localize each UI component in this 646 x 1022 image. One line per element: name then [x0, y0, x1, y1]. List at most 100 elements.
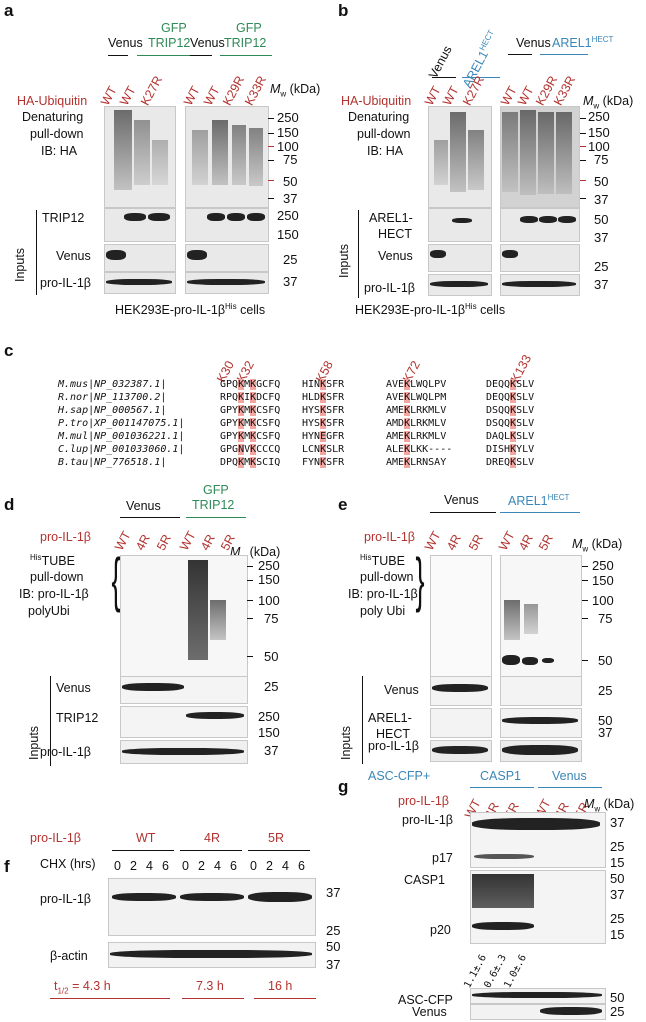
pulldown-label: poly Ubi	[360, 604, 406, 618]
band	[110, 950, 312, 958]
mw-label: 25	[610, 1004, 625, 1019]
mw-tick	[582, 580, 588, 581]
sequence-segment: DSQQKSLV	[486, 405, 534, 416]
venus-header: Venus	[516, 36, 551, 50]
residues: GPY	[220, 405, 239, 416]
residues: ALE	[386, 444, 405, 455]
band	[474, 854, 534, 859]
group-line	[500, 512, 580, 513]
lysine-highlight: K	[404, 418, 411, 429]
lysine-highlight: K	[320, 418, 327, 429]
lane-label: 4R	[516, 532, 536, 553]
mw-label: 50	[594, 174, 609, 189]
mw-label: 100	[592, 593, 614, 608]
residues: LWQLPM	[410, 392, 447, 403]
blot-smear	[468, 130, 484, 190]
panel-label-d: d	[4, 495, 15, 514]
residues: SLV	[516, 418, 535, 429]
band	[207, 213, 225, 221]
mw-label: 50	[594, 212, 609, 227]
pulldown-label: IB: HA	[41, 144, 78, 158]
mw-label: 37	[610, 887, 625, 902]
venus-header: Venus	[426, 43, 455, 81]
mw-tick	[268, 160, 274, 161]
band	[247, 213, 265, 221]
residues: LRKMLV	[410, 405, 447, 416]
group-label: WT	[136, 831, 156, 845]
mw-label: 25	[594, 259, 609, 274]
residues: HIN	[302, 379, 321, 390]
ha-ubiquitin-label: HA-Ubiquitin	[341, 94, 412, 108]
blot-venus	[104, 244, 176, 272]
pulldown-label: polyUbi	[28, 604, 70, 618]
sequence-segment: LCNKSLR	[302, 444, 344, 455]
mw-label: 150	[258, 572, 280, 587]
lysine-highlight: K	[250, 418, 257, 429]
inputs-label: Inputs	[339, 725, 353, 760]
lysine-highlight: K	[238, 392, 245, 403]
chx-time-label: 4	[214, 859, 221, 873]
mw-label: 250	[277, 110, 299, 125]
blot-smear	[152, 140, 168, 185]
blot-smear	[249, 128, 263, 186]
residues: SFR	[326, 418, 345, 429]
lysine-highlight: K	[238, 405, 245, 416]
residues: SLV	[516, 392, 535, 403]
tube-label: HisTUBE	[30, 553, 75, 569]
blot-smear	[504, 600, 520, 640]
band	[520, 216, 538, 223]
band	[502, 250, 518, 258]
residues: GPQ	[220, 379, 239, 390]
species-label: C.lup|NP_001033060.1|	[58, 444, 185, 455]
blot-smear	[524, 604, 538, 634]
panel-label-c: c	[4, 341, 14, 360]
venus-header: Venus	[190, 36, 225, 50]
lysine-highlight: K	[320, 405, 327, 416]
blot-smear	[232, 125, 246, 185]
band	[472, 818, 600, 830]
residues: GFR	[326, 431, 345, 442]
lysine-highlight: K	[404, 444, 411, 455]
venus-row-label: Venus	[384, 683, 419, 697]
band	[472, 992, 602, 998]
lane-label: WT	[177, 528, 199, 553]
inputs-bracket	[362, 676, 363, 764]
blot-smear	[472, 874, 534, 908]
panel-label-a: a	[4, 1, 14, 20]
inputs-bracket	[36, 210, 37, 295]
sequence-segment: AVEKLWQLPM	[386, 392, 447, 403]
residues: LRNSAY	[410, 457, 447, 468]
pulldown-label: Denaturing	[348, 110, 410, 124]
pulldown-label: pull-down	[360, 570, 414, 584]
residues: HLD	[302, 392, 321, 403]
mw-header: Mw (kDa)	[584, 797, 635, 814]
mw-tick	[247, 600, 253, 601]
band	[124, 213, 146, 221]
inputs-bracket	[358, 210, 359, 298]
lysine-highlight: K	[404, 392, 411, 403]
group-line	[470, 787, 534, 788]
mw-header: Mw (kDa)	[583, 94, 634, 111]
residues: AME	[386, 405, 405, 416]
chx-time-label: 0	[182, 859, 189, 873]
group-line	[112, 850, 174, 851]
lane-label: K29R	[220, 73, 248, 108]
band	[542, 658, 554, 663]
group-line	[430, 512, 496, 513]
band	[502, 717, 578, 724]
blot-smear	[434, 140, 448, 185]
mw-label: 50	[264, 649, 279, 664]
blot-arel	[500, 208, 580, 242]
lysine-highlight: K	[250, 444, 257, 455]
residues: YLV	[516, 444, 535, 455]
mw-tick	[247, 566, 253, 567]
proil-label: pro-IL-1β	[364, 530, 415, 544]
residues: DPQ	[220, 457, 239, 468]
venus-row-label: Venus	[56, 249, 91, 263]
mw-label: 37	[326, 885, 341, 900]
pulldown-label: Denaturing	[22, 110, 84, 124]
blot-arel	[430, 708, 492, 738]
mw-label: 37	[594, 277, 609, 292]
panel-label-g: g	[338, 777, 349, 796]
venus-header: Venus	[444, 493, 479, 507]
